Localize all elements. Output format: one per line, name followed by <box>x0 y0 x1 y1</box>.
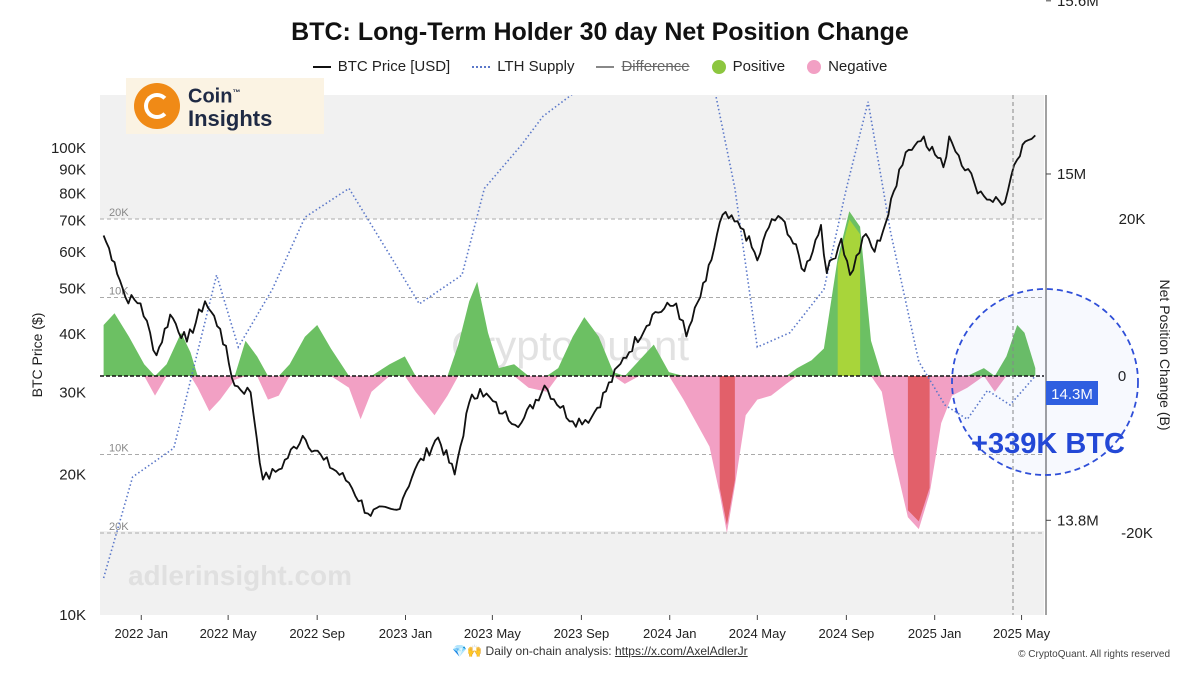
negative-peak-highlight <box>907 376 930 522</box>
band-label: 10K <box>109 443 129 455</box>
x-tick-label: 2023 Jan <box>379 626 433 641</box>
x-tick-label: 2023 May <box>464 626 522 641</box>
supply-tick-label: 15M <box>1057 166 1086 183</box>
chart-legend: BTC Price [USD] LTH Supply Difference Po… <box>0 58 1200 75</box>
x-tick-label: 2025 Jan <box>908 626 962 641</box>
legend-label: LTH Supply <box>497 58 575 75</box>
legend-dotted-swatch <box>472 65 491 68</box>
footer-link[interactable]: https://x.com/AxelAdlerJr <box>614 644 748 658</box>
legend-grey-swatch <box>596 65 615 68</box>
x-tick-label: 2024 Jan <box>643 626 697 641</box>
x-tick-label: 2024 May <box>729 626 787 641</box>
band-label: 10K <box>109 286 129 298</box>
x-tick-label: 2022 May <box>200 626 258 641</box>
logo-line1: Coin <box>188 85 233 108</box>
logo-line2: Insights <box>188 105 273 131</box>
left-axis-label: BTC Price ($) <box>29 313 45 398</box>
net-position-area <box>103 211 1036 533</box>
x-tick-label: 2022 Jan <box>115 626 169 641</box>
current-supply-value: 14.3M <box>1051 386 1093 403</box>
band-label: 20K <box>109 521 129 533</box>
right-axis-label: Net Position Change (B) <box>1157 280 1173 431</box>
positive-peak-highlight <box>837 219 861 376</box>
lth-supply-line <box>102 95 1036 579</box>
chart-title: BTC: Long-Term Holder 30 day Net Positio… <box>291 18 909 46</box>
left-tick-label: 60K <box>59 244 86 261</box>
coin-insights-logo: Coin™ Insights <box>126 78 324 134</box>
negative-peak-highlight <box>719 376 735 526</box>
coin-logo-icon <box>134 83 180 129</box>
legend-lth-supply[interactable]: LTH Supply <box>472 58 574 75</box>
left-tick-label: 10K <box>59 607 86 624</box>
annotation-label: +339K BTC <box>971 428 1125 460</box>
left-tick-label: 30K <box>59 384 86 401</box>
x-tick-label: 2025 May <box>993 626 1051 641</box>
negative-area <box>103 376 1036 533</box>
current-supply-badge <box>1046 381 1098 405</box>
legend-green-circle <box>711 59 726 74</box>
left-tick-label: 50K <box>59 281 86 298</box>
legend-positive[interactable]: Positive <box>711 58 786 75</box>
x-tick-label: 2024 Sep <box>819 626 875 641</box>
legend-label: Positive <box>732 58 786 75</box>
legend-label: BTC Price [USD] <box>337 58 451 75</box>
right-tick-label: 20K <box>1119 211 1146 228</box>
right-tick-label: 0 <box>1118 368 1126 385</box>
supply-tick-label: 15.6M <box>1057 0 1099 10</box>
x-tick-label: 2023 Sep <box>554 626 610 641</box>
logo-tm: ™ <box>232 88 241 98</box>
legend-btc-price[interactable]: BTC Price [USD] <box>312 58 451 75</box>
legend-label: Difference <box>621 58 690 75</box>
supply-tick-label: 13.8M <box>1057 512 1099 529</box>
legend-difference[interactable]: Difference <box>596 58 690 75</box>
diamond-hands-icon: 💎🙌 <box>452 644 483 658</box>
legend-line-swatch <box>312 65 331 68</box>
left-tick-label: 90K <box>59 162 86 179</box>
left-tick-label: 40K <box>59 326 86 343</box>
highlight-circle <box>951 288 1139 476</box>
copyright: © CryptoQuant. All rights reserved <box>1018 649 1170 660</box>
left-tick-label: 80K <box>59 185 86 202</box>
left-tick-label: 20K <box>59 466 86 483</box>
footer-text: Daily on-chain analysis: <box>485 644 612 658</box>
x-tick-label: 2022 Sep <box>289 626 345 641</box>
right-tick-label: -20K <box>1121 525 1153 542</box>
btc-price-line <box>102 134 1036 517</box>
legend-negative[interactable]: Negative <box>807 58 887 75</box>
site-watermark: adlerinsight.com <box>128 560 352 591</box>
legend-pink-circle <box>807 59 822 74</box>
band-label: 20K <box>109 207 129 219</box>
x-axis-ticks: 2022 Jan 2022 May 2022 Sep 2023 Jan 2023 May… <box>115 615 1051 641</box>
left-tick-label: 100K <box>51 140 86 157</box>
left-tick-label: 70K <box>59 212 86 229</box>
left-axis-ticks: 100K 90K 80K 70K 60K 50K 40K 30K 20K 10K <box>51 140 86 624</box>
legend-label: Negative <box>828 58 888 75</box>
footer: 💎🙌 Daily on-chain analysis: https://x.co… <box>0 644 1200 658</box>
right-axis-ticks: 20K 0 -20K <box>1118 211 1153 542</box>
